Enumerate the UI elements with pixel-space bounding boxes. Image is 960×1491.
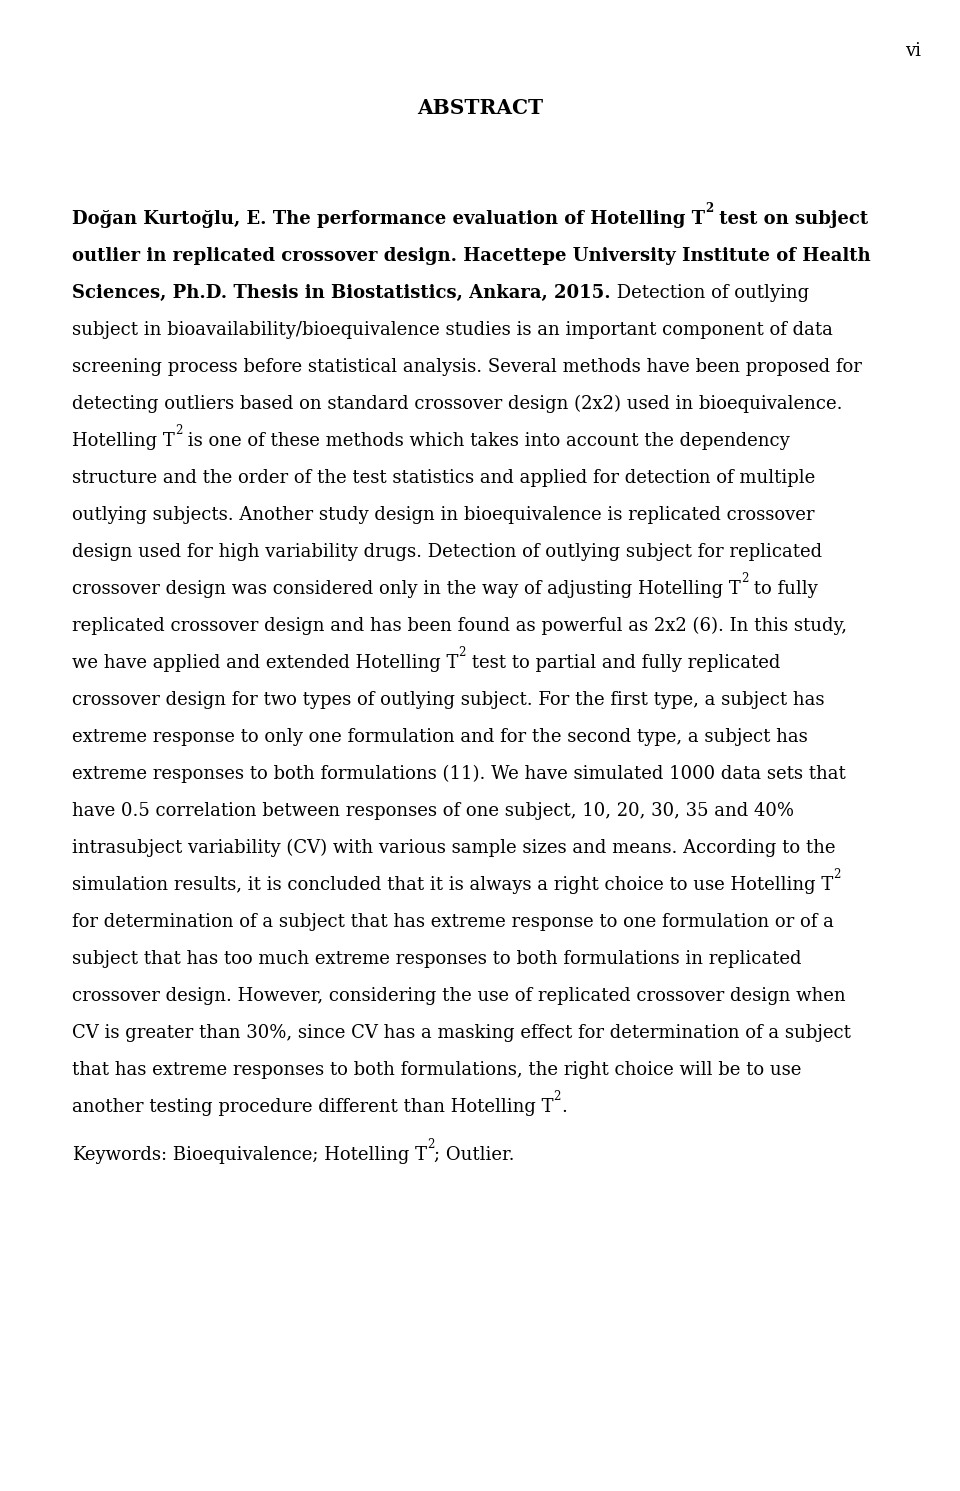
- Text: that has extreme responses to both formulations, the right choice will be to use: that has extreme responses to both formu…: [72, 1062, 802, 1079]
- Text: crossover design for two types of outlying subject. For the first type, a subjec: crossover design for two types of outlyi…: [72, 690, 825, 710]
- Text: 2: 2: [458, 646, 466, 659]
- Text: crossover design was considered only in the way of adjusting Hotelling T: crossover design was considered only in …: [72, 580, 741, 598]
- Text: 2: 2: [427, 1138, 434, 1151]
- Text: Keywords: Keywords: [72, 1147, 161, 1164]
- Text: 2: 2: [705, 201, 713, 215]
- Text: test to partial and fully replicated: test to partial and fully replicated: [466, 655, 780, 672]
- Text: 2: 2: [175, 423, 182, 437]
- Text: extreme responses to both formulations (11). We have simulated 1000 data sets th: extreme responses to both formulations (…: [72, 765, 846, 783]
- Text: outlying subjects. Another study design in bioequivalence is replicated crossove: outlying subjects. Another study design …: [72, 505, 814, 523]
- Text: outlier in replicated crossover design. Hacettepe University Institute of Health: outlier in replicated crossover design. …: [72, 248, 871, 265]
- Text: have 0.5 correlation between responses of one subject, 10, 20, 30, 35 and 40%: have 0.5 correlation between responses o…: [72, 802, 794, 820]
- Text: Detection of outlying: Detection of outlying: [611, 283, 808, 303]
- Text: we have applied and extended Hotelling T: we have applied and extended Hotelling T: [72, 655, 458, 672]
- Text: Sciences, Ph.D. Thesis in Biostatistics, Ankara, 2015.: Sciences, Ph.D. Thesis in Biostatistics,…: [72, 283, 611, 303]
- Text: crossover design. However, considering the use of replicated crossover design wh: crossover design. However, considering t…: [72, 987, 846, 1005]
- Text: subject that has too much extreme responses to both formulations in replicated: subject that has too much extreme respon…: [72, 950, 802, 968]
- Text: vi: vi: [905, 42, 921, 60]
- Text: ABSTRACT: ABSTRACT: [417, 98, 543, 118]
- Text: another testing procedure different than Hotelling T: another testing procedure different than…: [72, 1097, 554, 1115]
- Text: design used for high variability drugs. Detection of outlying subject for replic: design used for high variability drugs. …: [72, 543, 822, 561]
- Text: test on subject: test on subject: [713, 210, 869, 228]
- Text: is one of these methods which takes into account the dependency: is one of these methods which takes into…: [182, 432, 790, 450]
- Text: 2: 2: [741, 573, 748, 584]
- Text: ; Outlier.: ; Outlier.: [434, 1147, 515, 1164]
- Text: detecting outliers based on standard crossover design (2x2) used in bioequivalen: detecting outliers based on standard cro…: [72, 395, 843, 413]
- Text: structure and the order of the test statistics and applied for detection of mult: structure and the order of the test stat…: [72, 470, 815, 488]
- Text: CV is greater than 30%, since CV has a masking effect for determination of a sub: CV is greater than 30%, since CV has a m…: [72, 1024, 851, 1042]
- Text: for determination of a subject that has extreme response to one formulation or o: for determination of a subject that has …: [72, 912, 834, 930]
- Text: to fully: to fully: [748, 580, 818, 598]
- Text: Hotelling T: Hotelling T: [72, 432, 175, 450]
- Text: 2: 2: [554, 1090, 561, 1103]
- Text: : Bioequivalence; Hotelling T: : Bioequivalence; Hotelling T: [161, 1147, 427, 1164]
- Text: 2: 2: [833, 868, 841, 881]
- Text: extreme response to only one formulation and for the second type, a subject has: extreme response to only one formulation…: [72, 728, 807, 746]
- Text: Doğan Kurtoğlu, E. The performance evaluation of Hotelling T: Doğan Kurtoğlu, E. The performance evalu…: [72, 210, 705, 228]
- Text: replicated crossover design and has been found as powerful as 2x2 (6). In this s: replicated crossover design and has been…: [72, 617, 847, 635]
- Text: subject in bioavailability/bioequivalence studies is an important component of d: subject in bioavailability/bioequivalenc…: [72, 321, 833, 338]
- Text: intrasubject variability (CV) with various sample sizes and means. According to : intrasubject variability (CV) with vario…: [72, 839, 835, 857]
- Text: simulation results, it is concluded that it is always a right choice to use Hote: simulation results, it is concluded that…: [72, 877, 833, 895]
- Text: .: .: [561, 1097, 566, 1115]
- Text: screening process before statistical analysis. Several methods have been propose: screening process before statistical ana…: [72, 358, 862, 376]
